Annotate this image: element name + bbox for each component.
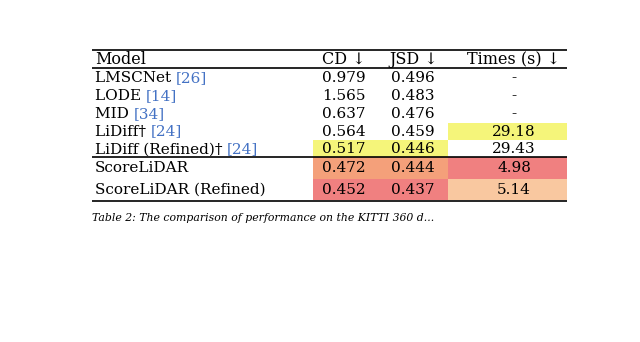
Text: [34]: [34] (134, 107, 164, 121)
Text: 0.483: 0.483 (392, 89, 435, 103)
Text: 0.517: 0.517 (322, 142, 365, 156)
Text: 0.476: 0.476 (392, 107, 435, 121)
Bar (448, 157, 566, 179)
Text: 1.565: 1.565 (322, 89, 365, 103)
Bar (448, 123, 566, 140)
Text: 0.446: 0.446 (392, 142, 435, 156)
Text: [24]: [24] (150, 124, 182, 139)
Text: ScoreLiDAR: ScoreLiDAR (95, 161, 189, 175)
Bar (312, 157, 378, 179)
Text: 0.564: 0.564 (322, 124, 365, 139)
Text: 0.452: 0.452 (322, 183, 365, 197)
Text: JSD ↓: JSD ↓ (389, 51, 438, 68)
Text: Model: Model (95, 51, 146, 68)
Text: 0.979: 0.979 (322, 71, 365, 86)
Text: 0.437: 0.437 (392, 183, 435, 197)
Text: [26]: [26] (176, 71, 207, 86)
Text: LODE: LODE (95, 89, 146, 103)
Text: -: - (511, 107, 516, 121)
Text: -: - (511, 89, 516, 103)
Text: 0.637: 0.637 (322, 107, 365, 121)
Bar (312, 179, 378, 200)
Text: LMSCNet: LMSCNet (95, 71, 176, 86)
Text: 0.472: 0.472 (322, 161, 365, 175)
Text: 0.459: 0.459 (392, 124, 435, 139)
Text: [14]: [14] (146, 89, 177, 103)
Text: LiDiff (Refined)†: LiDiff (Refined)† (95, 142, 227, 156)
Text: CD ↓: CD ↓ (322, 51, 365, 68)
Text: 0.496: 0.496 (392, 71, 435, 86)
Text: 0.444: 0.444 (392, 161, 435, 175)
Text: 5.14: 5.14 (497, 183, 531, 197)
Bar (448, 179, 566, 200)
Text: -: - (511, 71, 516, 86)
Bar (378, 157, 448, 179)
Bar (312, 140, 378, 158)
Text: 4.98: 4.98 (497, 161, 531, 175)
Bar (378, 140, 448, 158)
Text: Table 2: The comparison of performance on the KITTI 360 d...: Table 2: The comparison of performance o… (92, 213, 434, 223)
Text: MID: MID (95, 107, 134, 121)
Text: ScoreLiDAR (Refined): ScoreLiDAR (Refined) (95, 183, 266, 197)
Text: 29.18: 29.18 (492, 124, 536, 139)
Text: [24]: [24] (227, 142, 259, 156)
Text: Times (s) ↓: Times (s) ↓ (467, 51, 561, 68)
Text: LiDiff†: LiDiff† (95, 124, 150, 139)
Text: 29.43: 29.43 (492, 142, 536, 156)
Bar (378, 179, 448, 200)
